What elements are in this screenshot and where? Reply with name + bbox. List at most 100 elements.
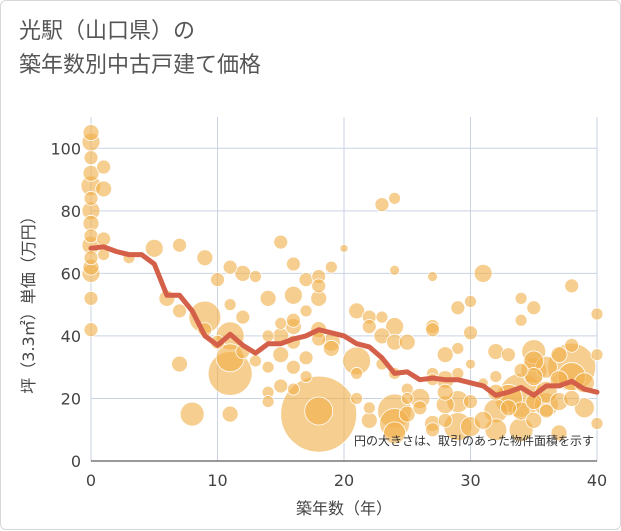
- bubble-point: [261, 329, 275, 343]
- bubble-point: [450, 300, 466, 316]
- bubble-point: [590, 417, 604, 430]
- bubble-point: [144, 238, 164, 258]
- bubble-point: [273, 234, 289, 250]
- bubble-point: [274, 316, 288, 330]
- bubble-point: [374, 197, 390, 212]
- bubble-point: [350, 367, 364, 380]
- bubble-point: [249, 270, 262, 283]
- bubble-point: [171, 355, 188, 373]
- bubble-point: [514, 313, 528, 327]
- bubble-point: [285, 256, 301, 272]
- bubble-point: [501, 347, 516, 363]
- bubble-point: [388, 191, 402, 205]
- bubble-point: [172, 303, 187, 319]
- bubble-point: [400, 392, 414, 405]
- bubble-point: [339, 243, 349, 253]
- bubble-point: [83, 190, 99, 206]
- bubble-point: [299, 304, 313, 318]
- bubble-point: [298, 350, 314, 366]
- bubble-point: [412, 400, 428, 416]
- bubble-point: [465, 358, 476, 370]
- bubble-point: [427, 271, 438, 282]
- bubble-point: [564, 337, 580, 353]
- bubble-point: [83, 150, 99, 166]
- chart-title: 光駅（山口県）の 築年数別中古戸建て価格: [19, 15, 261, 83]
- bubble-point: [436, 383, 454, 401]
- bubble-point: [389, 264, 401, 276]
- bubble-point: [221, 405, 239, 423]
- bubble-point: [261, 360, 275, 374]
- bubble-point: [573, 397, 595, 419]
- bubble-point: [96, 231, 112, 247]
- y-axis-title: 坪（3.3㎡）単価（万円）: [19, 208, 38, 393]
- bubble-point: [261, 395, 275, 408]
- bubble-point: [398, 405, 416, 423]
- bubble-point: [83, 322, 99, 338]
- y-tick-label: 60: [61, 264, 81, 283]
- chart-title-line-1: 光駅（山口県）の: [19, 19, 196, 44]
- bubble-point: [550, 346, 568, 364]
- y-tick-label: 80: [61, 202, 81, 221]
- bubble-point: [322, 340, 340, 357]
- bubble-point: [285, 359, 301, 375]
- bubble-point: [564, 278, 580, 294]
- bubble-point: [360, 411, 378, 429]
- bubble-series: [80, 124, 604, 453]
- average-price-line: [88, 244, 600, 398]
- bubble-point: [172, 237, 187, 253]
- bubble-point: [539, 403, 554, 419]
- bubble-point: [463, 325, 478, 341]
- x-tick-label: 10: [207, 471, 227, 490]
- bubble-point: [259, 289, 277, 307]
- x-tick-label: 0: [86, 471, 96, 490]
- x-tick-label: 20: [334, 471, 354, 490]
- bubble-point: [210, 272, 225, 288]
- bubble-point: [222, 259, 238, 275]
- bubble-point: [83, 250, 99, 266]
- bubble-point: [350, 392, 364, 405]
- bubble-point: [299, 370, 313, 383]
- y-tick-label: 0: [71, 452, 81, 471]
- bubble-point: [83, 290, 99, 306]
- bubble-point: [298, 272, 314, 288]
- bubble-point: [425, 322, 440, 338]
- bubble-point: [311, 278, 327, 294]
- bubble-point: [96, 159, 112, 175]
- y-tick-label: 20: [61, 389, 81, 408]
- bubble-point: [324, 260, 338, 274]
- bubble-point: [451, 342, 465, 355]
- tick-labels: 0 10 20 30 40 0 20 40 60 80 100: [50, 139, 607, 490]
- chart-title-line-2: 築年数別中古戸建て価格: [19, 53, 262, 78]
- x-tick-label: 40: [587, 471, 607, 490]
- bubble-point: [398, 333, 416, 351]
- bubble-point: [283, 285, 303, 305]
- x-axis-title: 築年数（年）: [296, 499, 392, 518]
- bubble-point: [500, 399, 517, 417]
- bubble-point: [179, 401, 205, 427]
- bubble-point: [487, 343, 505, 360]
- bubble-point: [436, 346, 454, 364]
- bubble-point: [514, 291, 528, 305]
- bubble-point: [304, 396, 334, 426]
- bubble-point: [196, 249, 214, 267]
- bubble-point: [223, 298, 237, 312]
- bubble-point: [375, 310, 389, 324]
- bubble-point: [249, 354, 262, 368]
- y-tick-label: 100: [50, 139, 81, 158]
- trend-line-series: [88, 244, 600, 398]
- bubble-point: [590, 348, 604, 362]
- bubble-point: [425, 422, 440, 438]
- bubble-point: [285, 312, 301, 328]
- bubble-point: [362, 401, 376, 415]
- bubble-point: [550, 424, 568, 442]
- bubble-point: [83, 228, 99, 244]
- bubble-point: [383, 421, 407, 445]
- bubble-point: [473, 263, 493, 283]
- x-tick-label: 30: [460, 471, 480, 490]
- bubble-size-note: 円の大きさは、取引のあった物件面積を示す: [354, 433, 594, 448]
- bubble-point: [590, 307, 604, 321]
- bubble-point: [563, 390, 581, 407]
- bubble-point: [286, 382, 300, 396]
